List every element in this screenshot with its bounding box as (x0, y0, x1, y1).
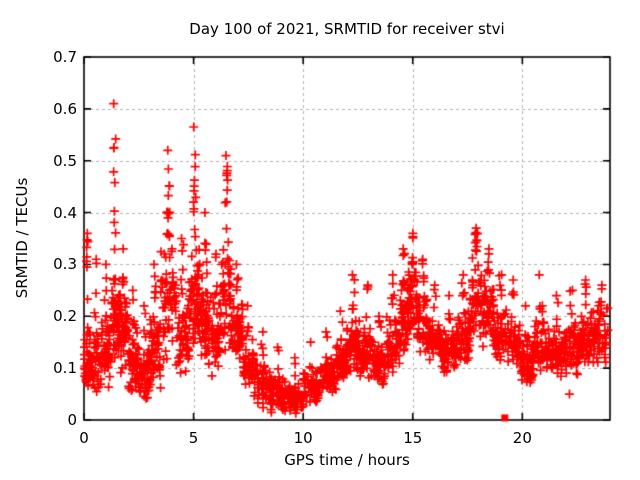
x-axis-label: GPS time / hours (284, 451, 410, 469)
y-tick-label: 0.2 (53, 307, 77, 326)
chart-title: Day 100 of 2021, SRMTID for receiver stv… (189, 20, 505, 38)
x-tick-label: 10 (293, 429, 313, 447)
x-tick-label: 5 (188, 429, 199, 447)
y-axis-label: SRMTID / TECUs (13, 177, 31, 299)
y-tick-label: 0.7 (53, 48, 77, 66)
y-tick-label: 0.4 (53, 203, 77, 222)
y-tick-label: 0.5 (53, 151, 77, 170)
x-tick-label: 15 (403, 429, 423, 447)
y-tick-label: 0.6 (53, 99, 77, 118)
y-tick-label: 0 (67, 411, 77, 429)
y-tick-label: 0.3 (53, 255, 77, 274)
y-tick-label: 0.1 (53, 359, 77, 378)
x-tick-label: 20 (512, 429, 532, 447)
x-tick-label: 0 (79, 429, 89, 447)
